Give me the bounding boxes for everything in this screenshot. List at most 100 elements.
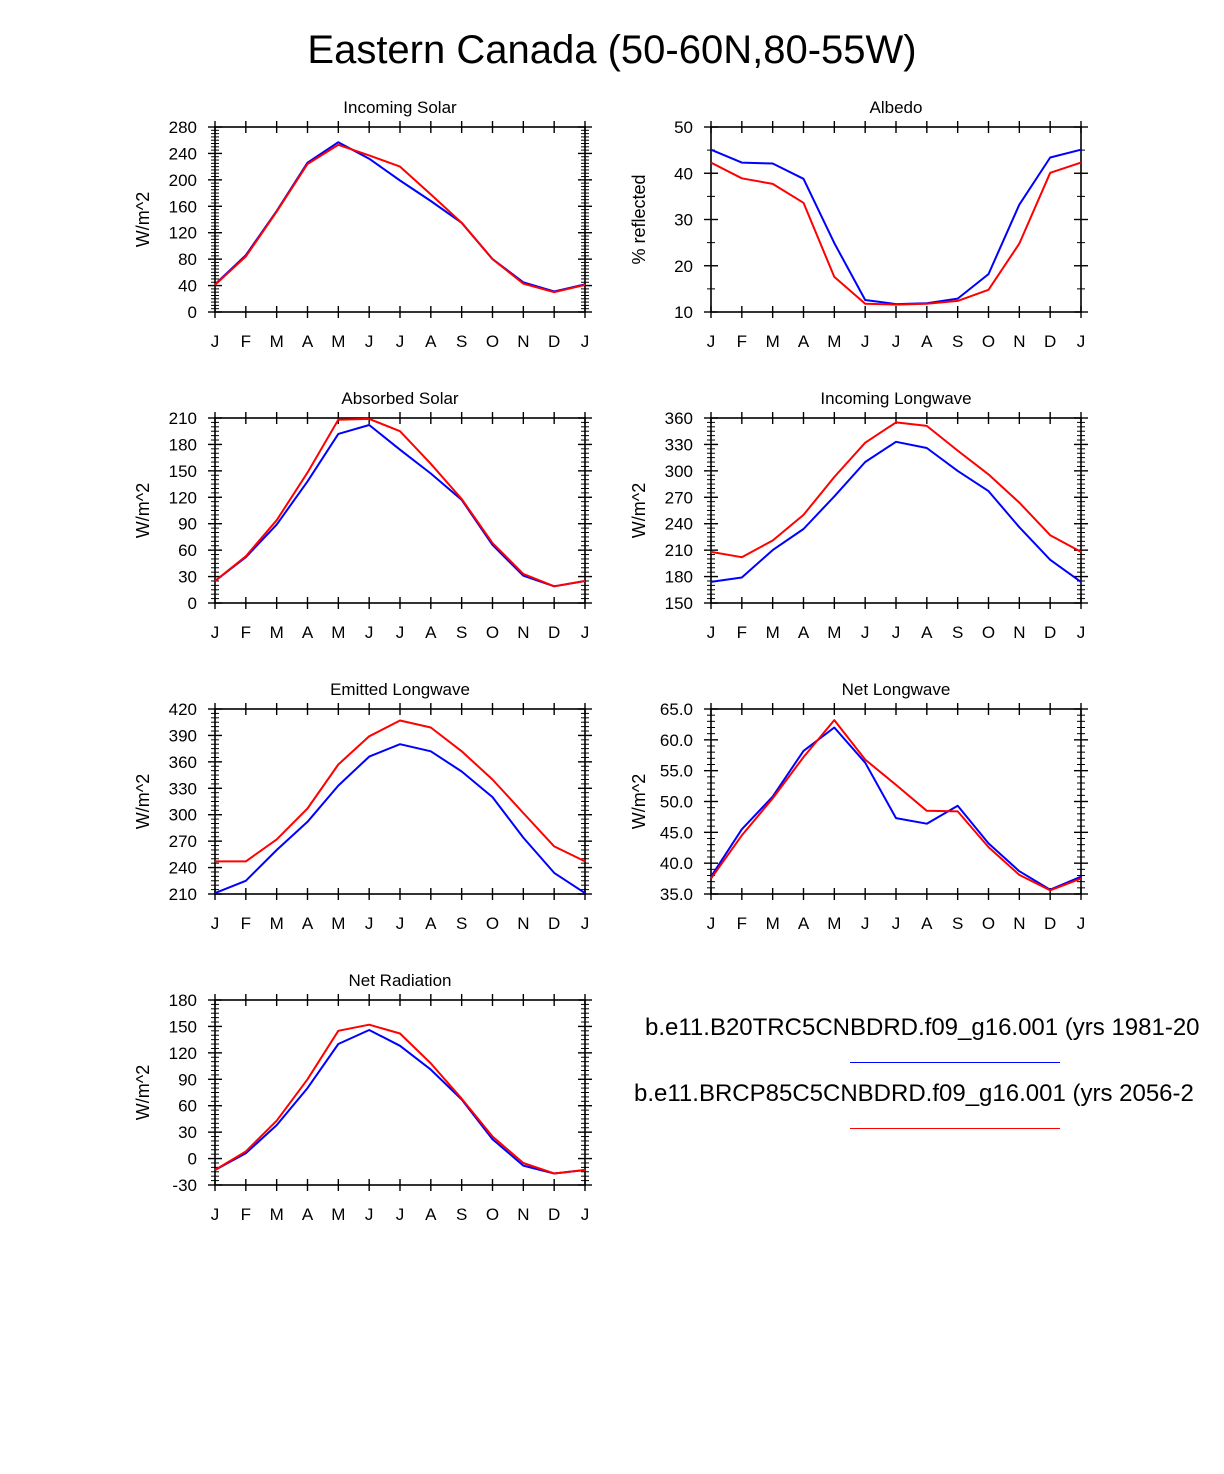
x-tick-label: J <box>396 914 405 933</box>
y-tick-label: 270 <box>169 832 197 851</box>
x-tick-label: O <box>982 332 995 351</box>
x-tick-label: J <box>211 914 220 933</box>
x-tick-label: J <box>892 623 901 642</box>
x-tick-label: J <box>1077 623 1086 642</box>
x-tick-label: J <box>1077 914 1086 933</box>
y-tick-label: 330 <box>169 779 197 798</box>
x-tick-label: J <box>365 1205 374 1224</box>
x-tick-label: N <box>1013 623 1025 642</box>
y-tick-label: 180 <box>169 435 197 454</box>
x-tick-label: A <box>425 914 437 933</box>
panel-5: J F M A M J J A S O N D J210240270300330360390420Emi… <box>133 680 592 933</box>
series-line-2 <box>214 417 586 588</box>
y-tick-label: 390 <box>169 726 197 745</box>
x-tick-label: N <box>1013 332 1025 351</box>
x-tick-label: A <box>302 332 314 351</box>
y-tick-label: 360 <box>665 409 693 428</box>
x-tick-label: N <box>517 332 529 351</box>
y-axis-label: W/m^2 <box>629 774 649 829</box>
y-axis-label: W/m^2 <box>133 192 153 247</box>
y-tick-label: 0 <box>188 594 197 613</box>
y-tick-label: 0 <box>188 1150 197 1169</box>
y-tick-label: 50 <box>674 118 693 137</box>
x-tick-label: N <box>1013 914 1025 933</box>
x-tick-label: O <box>486 332 499 351</box>
x-tick-label: S <box>456 914 467 933</box>
x-tick-label: A <box>921 332 933 351</box>
x-tick-label: F <box>241 1205 251 1224</box>
panel-4: J F M A M J J A S O N D J150180210240270300330360Inc… <box>629 389 1088 642</box>
y-tick-label: 120 <box>169 488 197 507</box>
panel-title: Incoming Longwave <box>820 389 971 408</box>
x-tick-label: D <box>548 1205 560 1224</box>
x-tick-label: J <box>707 332 716 351</box>
y-tick-label: 60.0 <box>660 731 693 750</box>
series-line-2 <box>214 143 586 294</box>
legend-label-series-2: b.e11.BRCP85C5CNBDRD.f09_g16.001 (yrs 20… <box>634 1080 1194 1107</box>
x-tick-label: O <box>982 623 995 642</box>
y-tick-label: 300 <box>169 806 197 825</box>
x-tick-label: O <box>486 623 499 642</box>
x-tick-label: J <box>211 1205 220 1224</box>
x-tick-label: D <box>548 914 560 933</box>
y-tick-label: 55.0 <box>660 762 693 781</box>
x-tick-label: J <box>892 332 901 351</box>
y-tick-label: 90 <box>178 515 197 534</box>
x-tick-label: A <box>302 914 314 933</box>
figure-title: Eastern Canada (50-60N,80-55W) <box>307 28 917 72</box>
y-tick-label: 40.0 <box>660 854 693 873</box>
panel-title: Absorbed Solar <box>341 389 459 408</box>
x-tick-label: D <box>548 332 560 351</box>
y-tick-label: 30 <box>674 211 693 230</box>
x-tick-label: J <box>707 623 716 642</box>
x-tick-label: F <box>241 623 251 642</box>
series-line-1 <box>214 1029 586 1175</box>
panel-3: J F M A M J J A S O N D J0306090120150180210Absorbed… <box>133 389 592 642</box>
x-tick-label: M <box>331 914 345 933</box>
series-line-2 <box>710 719 1082 892</box>
x-tick-label: J <box>861 914 870 933</box>
plot-frame <box>214 708 586 895</box>
series-line-2 <box>710 421 1082 559</box>
legend-label-series-1: b.e11.B20TRC5CNBDRD.f09_g16.001 (yrs 198… <box>645 1014 1200 1041</box>
x-tick-label: M <box>270 1205 284 1224</box>
x-tick-label: M <box>331 332 345 351</box>
y-tick-label: 200 <box>169 171 197 190</box>
y-axis-label: W/m^2 <box>133 1065 153 1120</box>
y-tick-label: 80 <box>178 250 197 269</box>
y-tick-label: 65.0 <box>660 700 693 719</box>
x-tick-label: J <box>581 1205 590 1224</box>
x-tick-label: M <box>827 623 841 642</box>
x-tick-label: D <box>1044 914 1056 933</box>
y-tick-label: 210 <box>169 409 197 428</box>
y-axis-label: W/m^2 <box>133 774 153 829</box>
series-line-1 <box>214 424 586 588</box>
x-tick-label: J <box>1077 332 1086 351</box>
x-tick-label: A <box>921 623 933 642</box>
x-tick-label: M <box>270 623 284 642</box>
y-axis-label: % reflected <box>629 174 649 264</box>
x-tick-label: F <box>737 914 747 933</box>
x-tick-label: M <box>827 332 841 351</box>
panel-6: J F M A M J J A S O N D J35.040.045.050.055.060.065.… <box>629 680 1088 933</box>
y-tick-label: 120 <box>169 1044 197 1063</box>
y-tick-label: 280 <box>169 118 197 137</box>
x-tick-label: M <box>766 332 780 351</box>
series-line-2 <box>214 1023 586 1175</box>
x-tick-label: A <box>798 623 810 642</box>
y-tick-label: 210 <box>665 541 693 560</box>
y-tick-label: 180 <box>169 991 197 1010</box>
y-tick-label: 30 <box>178 1123 197 1142</box>
x-tick-label: A <box>798 914 810 933</box>
x-tick-label: J <box>396 623 405 642</box>
x-tick-label: F <box>241 332 251 351</box>
x-tick-label: J <box>365 914 374 933</box>
x-tick-label: J <box>396 332 405 351</box>
y-axis-label: W/m^2 <box>629 483 649 538</box>
y-axis-label: W/m^2 <box>133 483 153 538</box>
x-tick-label: A <box>798 332 810 351</box>
series-line-2 <box>215 719 586 863</box>
